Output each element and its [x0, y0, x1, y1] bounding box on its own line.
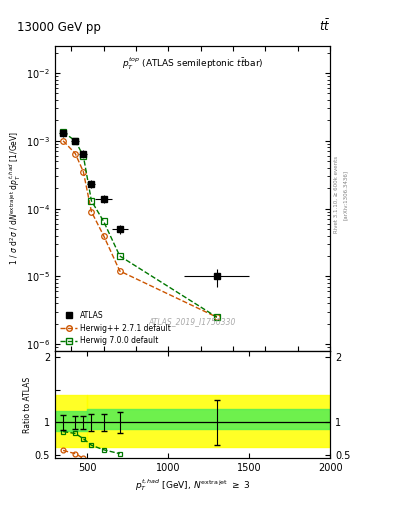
Text: $p_T^{top}$ (ATLAS semileptonic $t\bar{t}$bar): $p_T^{top}$ (ATLAS semileptonic $t\bar{t… — [122, 55, 263, 72]
Text: [arXiv:1306.3436]: [arXiv:1306.3436] — [343, 169, 347, 220]
Text: $t\bar{t}$: $t\bar{t}$ — [319, 18, 330, 34]
Text: Rivet 3.1.10, ≥ 600k events: Rivet 3.1.10, ≥ 600k events — [334, 156, 338, 233]
X-axis label: $p_T^{t,had}$ [GeV], $N^{\rm extra\,jet}$ $\geq$ 3: $p_T^{t,had}$ [GeV], $N^{\rm extra\,jet}… — [135, 477, 250, 493]
Text: ATLAS_2019_I1750330: ATLAS_2019_I1750330 — [149, 317, 236, 326]
Legend: ATLAS, Herwig++ 2.7.1 default, Herwig 7.0.0 default: ATLAS, Herwig++ 2.7.1 default, Herwig 7.… — [57, 308, 174, 349]
Y-axis label: Ratio to ATLAS: Ratio to ATLAS — [23, 376, 32, 433]
Text: 13000 GeV pp: 13000 GeV pp — [17, 21, 100, 34]
Y-axis label: 1 / $\sigma$ d$^2\sigma$ / d$N^{\rm extra\,jet}$ d$p_T^{t,had}$ [1/GeV]: 1 / $\sigma$ d$^2\sigma$ / d$N^{\rm extr… — [8, 131, 23, 266]
